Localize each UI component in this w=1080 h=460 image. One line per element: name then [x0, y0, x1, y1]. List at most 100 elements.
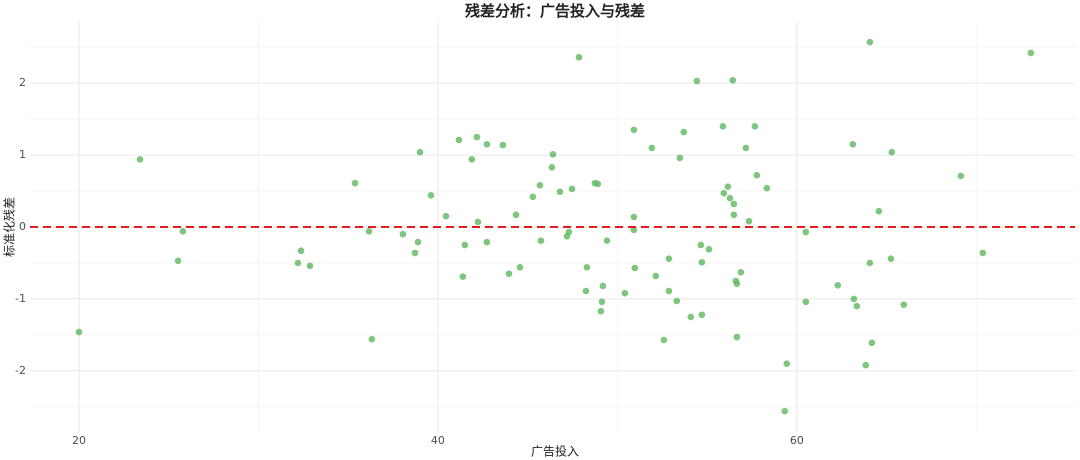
point [834, 281, 842, 289]
point [136, 156, 144, 163]
point [720, 189, 728, 197]
point [365, 228, 373, 235]
point [499, 141, 507, 149]
point [306, 262, 314, 270]
point [630, 213, 638, 221]
point [742, 144, 750, 152]
point [174, 257, 182, 265]
point [850, 295, 858, 303]
point [455, 136, 463, 144]
point [473, 133, 481, 141]
point [461, 241, 469, 249]
point [730, 200, 738, 208]
point [630, 226, 638, 234]
point [697, 241, 705, 249]
point [724, 183, 732, 191]
point [468, 156, 476, 163]
point [745, 217, 753, 225]
point [698, 258, 706, 266]
point [979, 249, 987, 257]
chart-title: 残差分析：广告投入与残差 [465, 2, 645, 20]
point [179, 228, 187, 235]
point [505, 270, 513, 278]
point [351, 179, 359, 187]
point [751, 122, 759, 130]
point [726, 194, 734, 202]
point [763, 184, 771, 192]
point [294, 259, 302, 267]
point [368, 335, 376, 343]
y-tick-label: -2 [15, 364, 26, 377]
point [565, 228, 573, 236]
point [630, 126, 638, 134]
point [719, 122, 727, 130]
x-tick-label: 60 [790, 434, 804, 447]
point [802, 298, 810, 306]
point [549, 151, 557, 158]
point [687, 313, 695, 321]
point [665, 287, 673, 295]
point [888, 148, 896, 156]
point [556, 188, 564, 196]
point [583, 263, 591, 271]
point [598, 298, 606, 306]
point [75, 328, 83, 336]
y-axis-title: 标准化残差 [3, 197, 17, 257]
point [781, 407, 789, 415]
point [399, 230, 407, 238]
point [442, 212, 450, 220]
point [849, 140, 857, 148]
point [673, 297, 681, 305]
y-tick-label: 1 [19, 148, 26, 161]
point [737, 269, 745, 276]
point [483, 238, 491, 246]
point [900, 301, 908, 308]
point [594, 180, 602, 188]
point [698, 311, 706, 319]
point [411, 249, 419, 257]
point [416, 148, 424, 156]
point [660, 336, 668, 344]
x-tick-label: 20 [72, 434, 86, 447]
point [866, 38, 874, 46]
point [652, 272, 660, 280]
point [597, 307, 605, 315]
point [548, 163, 556, 171]
point [693, 77, 701, 85]
y-tick-label: 2 [19, 76, 26, 89]
point [414, 238, 422, 246]
point [875, 207, 883, 215]
point [729, 76, 737, 84]
point [474, 218, 482, 226]
point [568, 185, 576, 193]
point [582, 287, 590, 295]
point [853, 302, 861, 310]
point [459, 273, 467, 280]
point [483, 140, 491, 148]
point [603, 237, 611, 244]
point [631, 264, 639, 272]
x-axis-title: 广告投入 [531, 444, 579, 459]
point [866, 259, 874, 267]
point [599, 282, 607, 290]
point [427, 192, 435, 199]
point [297, 247, 305, 255]
point [575, 53, 583, 61]
point [802, 228, 810, 236]
x-tick-label: 40 [431, 434, 445, 447]
point [733, 333, 741, 341]
point [868, 339, 876, 347]
point [648, 144, 656, 152]
point [516, 263, 524, 271]
point [665, 255, 673, 262]
point [783, 360, 791, 367]
point [529, 193, 537, 201]
point [887, 255, 895, 262]
point [733, 280, 741, 288]
y-tick-label: -1 [15, 292, 26, 305]
y-tick-label: 0 [19, 220, 26, 233]
point [537, 237, 545, 244]
point [512, 211, 520, 219]
point [862, 361, 870, 369]
